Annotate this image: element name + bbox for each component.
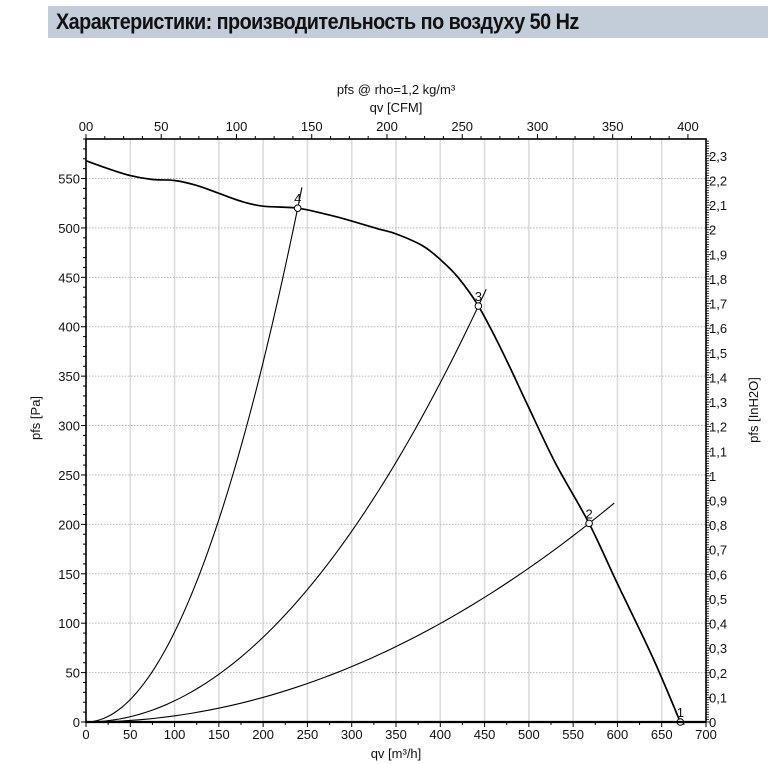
y-tick-label: 100 <box>58 616 80 631</box>
x-tick-label: 150 <box>208 727 230 742</box>
y-tick-label: 300 <box>58 419 80 434</box>
x-tick-label: 700 <box>695 727 717 742</box>
x2-tick-label: 100 <box>226 119 248 134</box>
y-tick-label: 400 <box>58 320 80 335</box>
y-tick-label: 0 <box>73 715 80 730</box>
y2-tick-label: 2,3 <box>709 149 727 164</box>
y-tick-label: 500 <box>58 221 80 236</box>
x2-tick-label: 200 <box>376 119 398 134</box>
page-title: Характеристики: производительность по во… <box>56 9 579 34</box>
x2-tick-label: 300 <box>527 119 549 134</box>
y2-tick-label: 1,9 <box>709 247 727 262</box>
x-tick-label: 0 <box>82 727 89 742</box>
grid <box>86 139 706 722</box>
chart-subtitle: pfs @ rho=1,2 kg/m³ <box>337 82 456 97</box>
system-curve-2 <box>85 502 615 723</box>
y2-tick-label: 2,2 <box>709 174 727 189</box>
operating-point-label: 2 <box>585 506 592 521</box>
y2-tick-label: 1,3 <box>709 395 727 410</box>
y2-tick-label: 0,3 <box>709 641 727 656</box>
x-tick-label: 600 <box>607 727 629 742</box>
y2-tick-label: 0 <box>709 715 716 730</box>
x-tick-label: 50 <box>123 727 137 742</box>
y2-tick-label: 0,8 <box>709 518 727 533</box>
operating-point-label: 1 <box>677 705 684 720</box>
y2-tick-label: 1,7 <box>709 297 727 312</box>
y2-tick-label: 1,5 <box>709 346 727 361</box>
x-tick-label: 200 <box>252 727 274 742</box>
x-tick-label: 550 <box>562 727 584 742</box>
header-bar: Характеристики: производительность по во… <box>48 6 768 38</box>
y2-tick-label: 1,4 <box>709 370 727 385</box>
system-curve-4 <box>85 187 303 723</box>
x-tick-label: 350 <box>385 727 407 742</box>
x2-tick-label: 400 <box>677 119 699 134</box>
y2-tick-label: 1 <box>709 469 716 484</box>
operating-point-3 <box>474 302 483 310</box>
x-tick-label: 100 <box>164 727 186 742</box>
y2-tick-label: 0,4 <box>709 617 727 632</box>
y2-tick-label: 0,5 <box>709 592 727 607</box>
y2-tick-label: 1,8 <box>709 272 727 287</box>
x2-axis-title: qv [CFM] <box>370 100 423 115</box>
x2-tick-label: 150 <box>301 119 323 134</box>
axes: 0 50 100 150 200 250 300 350 400 450 500 550 600 650 7… <box>58 119 727 742</box>
x-tick-label: 300 <box>341 727 363 742</box>
x2-tick-label: 00 <box>79 119 93 134</box>
fan-curve <box>85 159 682 723</box>
y2-tick-label: 1,6 <box>709 321 727 336</box>
x-tick-label: 500 <box>518 727 540 742</box>
y-tick-label: 550 <box>58 172 80 187</box>
curves: 1 2 3 4 <box>85 159 685 726</box>
x-tick-label: 650 <box>651 727 673 742</box>
x-axis-title: qv [m³/h] <box>371 746 422 761</box>
x2-tick-label: 50 <box>154 119 168 134</box>
x2-tick-label: 250 <box>451 119 473 134</box>
y2-axis-title: pfs [InH2O] <box>746 377 761 443</box>
y-tick-label: 200 <box>58 517 80 532</box>
operating-point-label: 4 <box>294 191 301 206</box>
operating-point-label: 3 <box>475 289 482 304</box>
y2-tick-label: 0,6 <box>709 567 727 582</box>
y2-tick-label: 0,7 <box>709 543 727 558</box>
y-tick-label: 250 <box>58 468 80 483</box>
x2-tick-label: 350 <box>602 119 624 134</box>
y2-tick-label: 1,1 <box>709 444 727 459</box>
y2-tick-label: 1,2 <box>709 420 727 435</box>
y2-tick-label: 0,2 <box>709 666 727 681</box>
y-tick-label: 350 <box>58 369 80 384</box>
x-tick-label: 400 <box>429 727 451 742</box>
y-tick-label: 50 <box>66 666 80 681</box>
operating-point-2 <box>585 519 593 528</box>
system-curve-3 <box>85 288 487 723</box>
y-tick-label: 150 <box>58 567 80 582</box>
operating-point-4 <box>293 204 302 212</box>
y2-tick-label: 0,1 <box>709 690 727 705</box>
y2-tick-label: 2,1 <box>709 198 727 213</box>
y-tick-label: 450 <box>58 270 80 285</box>
y-axis-title: pfs [Pa] <box>28 396 43 440</box>
y2-tick-label: 2 <box>709 223 716 238</box>
x-tick-label: 250 <box>297 727 319 742</box>
x-tick-label: 450 <box>474 727 496 742</box>
y2-tick-label: 0,9 <box>709 493 727 508</box>
